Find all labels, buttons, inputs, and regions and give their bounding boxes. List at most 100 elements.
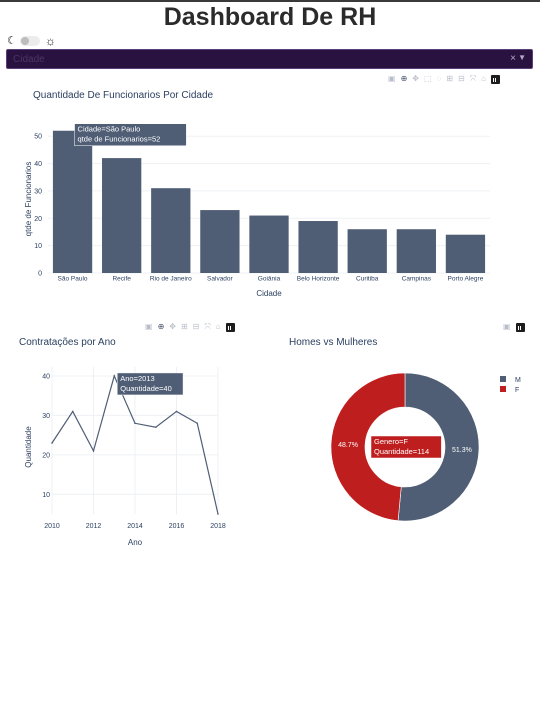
- data-point[interactable]: [51, 442, 53, 444]
- dropdown-placeholder: Cidade: [13, 54, 45, 65]
- bar[interactable]: [102, 158, 142, 273]
- data-point[interactable]: [154, 426, 157, 429]
- tooltip-text: qtde de Funcionarios=52: [78, 135, 161, 144]
- data-point[interactable]: [196, 422, 199, 425]
- y-tick-label: 0: [38, 271, 42, 278]
- y-tick-label: 50: [34, 134, 42, 141]
- data-point[interactable]: [134, 422, 136, 425]
- bar[interactable]: [249, 215, 289, 273]
- zoom-in-icon[interactable]: ⊞: [446, 74, 453, 83]
- camera-icon[interactable]: ▣: [388, 74, 396, 83]
- bar[interactable]: [347, 229, 387, 273]
- sun-icon: ☼: [44, 34, 56, 48]
- hires-line-chart: Contratações por Ano Ano Quantidade 2010…: [19, 337, 226, 547]
- tooltip-box: [370, 435, 442, 459]
- tooltip-text: Genero=F: [374, 437, 408, 446]
- tooltip-text: Cidade=São Paulo: [78, 125, 141, 134]
- legend-label[interactable]: M: [515, 377, 521, 384]
- legend-label[interactable]: F: [515, 387, 519, 394]
- y-tick-label: 30: [42, 413, 50, 420]
- data-point[interactable]: [113, 375, 116, 377]
- zoom-in-icon[interactable]: ⊞: [180, 322, 188, 331]
- x-tick-label: 2012: [86, 523, 102, 530]
- chart-title: Quantidade De Funcionarios Por Cidade: [33, 90, 214, 101]
- toggle-knob: [20, 37, 29, 45]
- data-point[interactable]: [92, 450, 95, 452]
- y-tick-label: 40: [42, 373, 50, 380]
- moon-icon: ☾: [7, 35, 17, 47]
- bar[interactable]: [396, 229, 436, 273]
- modebar-gender: ▣: [503, 322, 525, 332]
- y-tick-label: 20: [42, 452, 50, 459]
- zoom-icon[interactable]: ⊕: [400, 74, 408, 83]
- modebar-city: ▣ ⊕ ✥ ⬚ ◌ ⊞ ⊟ ⤧ ⌂: [388, 74, 500, 84]
- pan-icon[interactable]: ✥: [412, 74, 419, 83]
- y-tick-label: 40: [34, 161, 42, 168]
- plotly-logo-icon[interactable]: [490, 74, 500, 84]
- y-axis-label: qtde de Funcionarios: [24, 162, 33, 237]
- y-tick-label: 20: [34, 216, 42, 223]
- bar[interactable]: [200, 210, 240, 273]
- x-axis-label: Ano: [128, 538, 143, 547]
- box-select-icon[interactable]: ⬚: [423, 74, 432, 83]
- clear-icon[interactable]: ×: [510, 53, 516, 64]
- x-tick-label: 2018: [210, 523, 226, 530]
- y-axis-label: Quantidade: [24, 426, 33, 468]
- slice-percent-label: 48.7%: [338, 442, 358, 449]
- y-tick-label: 30: [34, 188, 42, 195]
- tooltip-text: Ano=2013: [120, 374, 154, 383]
- data-point[interactable]: [217, 513, 219, 515]
- pie-slice[interactable]: [330, 372, 406, 522]
- tooltip-box: [74, 123, 187, 146]
- toggle-switch[interactable]: [19, 36, 40, 46]
- x-tick-label: 2010: [44, 523, 60, 530]
- x-tick-label: 2014: [127, 523, 143, 530]
- chevron-down-icon[interactable]: ▼: [518, 53, 526, 62]
- tooltip-box: [117, 372, 184, 396]
- plotly-logo-icon[interactable]: [225, 322, 235, 332]
- bar[interactable]: [151, 188, 191, 273]
- data-point[interactable]: [71, 410, 74, 413]
- camera-icon[interactable]: ▣: [145, 322, 153, 331]
- city-filter-dropdown[interactable]: Cidade × ▼: [6, 49, 533, 69]
- slice-percent-label: 51.3%: [452, 447, 472, 454]
- x-tick-label: 2016: [169, 523, 185, 530]
- autoscale-icon[interactable]: ⤧: [469, 74, 477, 83]
- modebar-hires: ▣ ⊕ ✥ ⊞ ⊟ ⤧ ⌂: [145, 322, 235, 332]
- x-tick-label: Salvador: [207, 276, 233, 283]
- tooltip-text: Quantidade=114: [374, 447, 429, 456]
- home-icon[interactable]: ⌂: [481, 74, 486, 83]
- chart-title: Homes vs Mulheres: [289, 337, 377, 348]
- page-title: Dashboard De RH: [163, 3, 377, 31]
- zoom-out-icon[interactable]: ⊟: [192, 322, 200, 331]
- pan-icon[interactable]: ✥: [169, 322, 176, 331]
- camera-icon[interactable]: ▣: [503, 322, 511, 331]
- x-tick-label: Belo Horizonte: [297, 276, 340, 283]
- y-tick-label: 10: [42, 492, 50, 499]
- x-tick-label: Recife: [112, 276, 131, 283]
- data-point[interactable]: [175, 410, 178, 413]
- x-tick-label: Porto Alegre: [448, 276, 484, 283]
- x-axis-label: Cidade: [256, 289, 282, 298]
- x-tick-label: São Paulo: [58, 276, 88, 283]
- bar[interactable]: [298, 221, 338, 273]
- lasso-icon[interactable]: ◌: [436, 74, 442, 83]
- legend-swatch[interactable]: [500, 376, 506, 382]
- bar[interactable]: [445, 234, 486, 273]
- theme-toggle[interactable]: ☾ ☼: [7, 35, 56, 47]
- tooltip-text: Quantidade=40: [120, 384, 172, 393]
- x-tick-label: Rio de Janeiro: [150, 276, 192, 283]
- x-tick-label: Campinas: [402, 276, 432, 283]
- legend-swatch[interactable]: [500, 386, 506, 392]
- home-icon[interactable]: ⌂: [215, 322, 221, 331]
- city-bar-chart: Quantidade De Funcionarios Por Cidade Ci…: [24, 90, 490, 298]
- pie-slice[interactable]: [397, 372, 480, 522]
- zoom-out-icon[interactable]: ⊟: [458, 74, 465, 83]
- zoom-icon[interactable]: ⊕: [157, 322, 165, 331]
- autoscale-icon[interactable]: ⤧: [204, 322, 211, 331]
- plotly-logo-icon[interactable]: [515, 322, 525, 332]
- bar[interactable]: [52, 130, 93, 273]
